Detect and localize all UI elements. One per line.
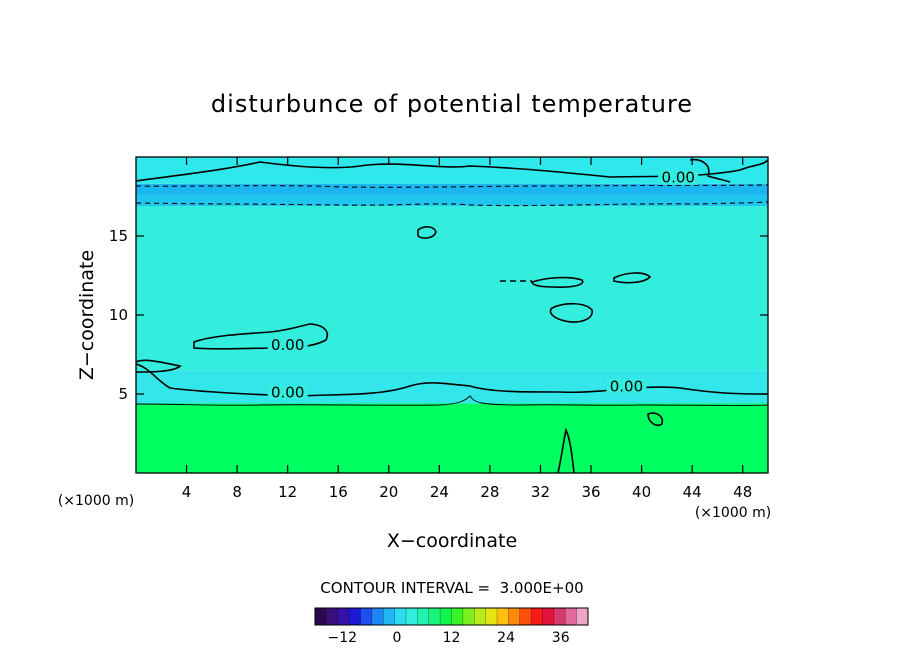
y-tick-label-10: 10 bbox=[109, 306, 128, 324]
y-tick-label-15: 15 bbox=[109, 227, 128, 245]
contour-bump-left bbox=[136, 359, 182, 373]
x-tick-label-4: 4 bbox=[182, 483, 192, 501]
heatmap-band-4 bbox=[136, 183, 768, 195]
contour-closed-blob-far-right bbox=[613, 272, 652, 284]
colorbar-tick-0: 0 bbox=[392, 630, 401, 646]
x-tick-label-12: 12 bbox=[278, 483, 297, 501]
colorbar-tick-24: 24 bbox=[497, 630, 515, 646]
contour-thin-interface bbox=[136, 395, 768, 406]
colorbar-swatch-4 bbox=[360, 608, 373, 625]
contour-label-1: 0.00 bbox=[271, 384, 304, 402]
colorbar bbox=[314, 607, 589, 626]
contour-label-3: 0.00 bbox=[662, 169, 695, 187]
colorbar-swatch-10 bbox=[428, 608, 441, 625]
colorbar-tick-36: 36 bbox=[552, 630, 570, 646]
x-tick-label-48: 48 bbox=[733, 483, 752, 501]
colorbar-swatch-11 bbox=[440, 608, 452, 625]
contour-interval-label: CONTOUR INTERVAL = 3.000E+00 bbox=[320, 579, 583, 597]
contour-closed-blob-mid bbox=[549, 302, 593, 323]
contour-line-upper-boundary bbox=[136, 159, 768, 182]
y-axis-label: Z−coordinate bbox=[76, 250, 98, 380]
contour-label-2: 0.00 bbox=[610, 377, 643, 395]
x-tick-label-16: 16 bbox=[329, 483, 348, 501]
colorbar-swatch-0 bbox=[315, 608, 327, 625]
contour-dashed-2 bbox=[136, 201, 768, 207]
y-tick-label-5: 5 bbox=[118, 385, 128, 403]
colorbar-swatch-16 bbox=[497, 608, 509, 625]
colorbar-swatch-7 bbox=[394, 608, 407, 625]
colorbar-tick-12: 12 bbox=[443, 630, 461, 646]
heatmap-band-0 bbox=[136, 403, 768, 473]
contour-closed-blob-lower-right bbox=[647, 412, 664, 427]
contour-closed-blob-left bbox=[193, 323, 329, 350]
contour-label-0: 0.00 bbox=[271, 336, 304, 354]
contour-plume bbox=[557, 427, 575, 473]
x-tick-label-28: 28 bbox=[480, 483, 499, 501]
heatmap-band-3 bbox=[136, 194, 768, 206]
colorbar-swatch-20 bbox=[542, 608, 555, 625]
x-axis-label: X−coordinate bbox=[387, 530, 517, 552]
x-tick-label-40: 40 bbox=[632, 483, 651, 501]
colorbar-swatch-3 bbox=[349, 608, 361, 625]
colorbar-swatch-6 bbox=[383, 608, 395, 625]
contour-label-bg-2 bbox=[606, 379, 647, 394]
contour-wiggle-top-right bbox=[689, 158, 731, 183]
contour-lines bbox=[136, 158, 768, 473]
colorbar-swatch-17 bbox=[508, 608, 521, 625]
colorbar-frame bbox=[314, 607, 589, 626]
contour-closed-blob-upper bbox=[417, 226, 437, 239]
colorbar-swatch-15 bbox=[485, 608, 498, 625]
colorbar-swatch-5 bbox=[371, 608, 384, 625]
contour-label-bg-0 bbox=[267, 338, 308, 353]
y-axis-unit: (×1000 m) bbox=[58, 493, 134, 509]
colorbar-swatch-23 bbox=[576, 608, 589, 625]
x-tick-label-36: 36 bbox=[581, 483, 600, 501]
colorbar-swatch-8 bbox=[406, 608, 418, 625]
contour-label-bg-3 bbox=[658, 170, 699, 185]
contour-label-bg-1 bbox=[267, 385, 308, 400]
x-axis-ticks: 4 8 12 16 20 24 28 32 36 40 44 48 bbox=[182, 157, 752, 501]
contour-line-lower-boundary bbox=[136, 363, 768, 397]
colorbar-ticks: −12 0 12 24 36 bbox=[328, 630, 570, 646]
x-tick-label-8: 8 bbox=[232, 483, 242, 501]
heatmap-band-2 bbox=[136, 205, 768, 371]
x-tick-label-24: 24 bbox=[430, 483, 449, 501]
colorbar-swatch-13 bbox=[462, 608, 475, 625]
colorbar-swatch-22 bbox=[565, 608, 577, 625]
colorbar-swatch-1 bbox=[326, 608, 339, 625]
x-tick-label-44: 44 bbox=[683, 483, 702, 501]
contour-closed-blob-right bbox=[531, 276, 584, 288]
x-tick-label-32: 32 bbox=[531, 483, 550, 501]
colorbar-swatch-19 bbox=[531, 608, 543, 625]
contour-labels: 0.00 0.00 0.00 0.00 bbox=[267, 169, 699, 402]
colorbar-swatch-21 bbox=[553, 608, 566, 625]
colorbar-swatch-9 bbox=[417, 608, 430, 625]
colorbar-swatch-14 bbox=[474, 608, 486, 625]
x-tick-label-20: 20 bbox=[379, 483, 398, 501]
colorbar-tick--12: −12 bbox=[328, 630, 358, 646]
y-axis-ticks: 5 10 15 bbox=[109, 227, 768, 403]
x-axis-unit: (×1000 m) bbox=[695, 505, 771, 521]
colorbar-swatch-18 bbox=[519, 608, 532, 625]
chart-title: disturbunce of potential temperature bbox=[211, 90, 693, 118]
colorbar-swatch-2 bbox=[337, 608, 350, 625]
colorbar-swatch-12 bbox=[451, 608, 464, 625]
contour-dashed-1 bbox=[136, 184, 768, 188]
